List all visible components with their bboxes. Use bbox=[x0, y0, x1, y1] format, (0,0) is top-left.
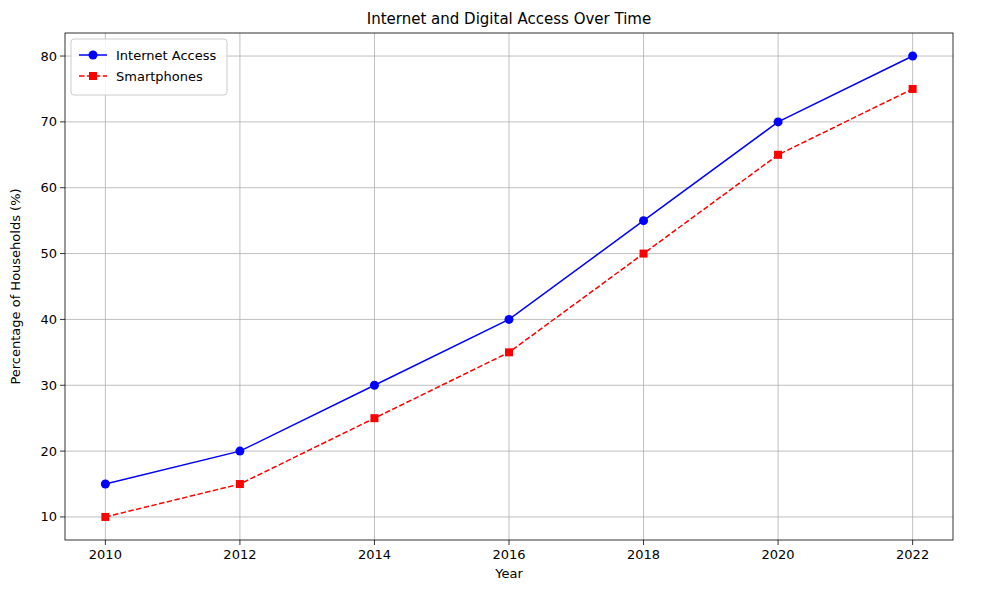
tick-label: 70 bbox=[40, 114, 57, 129]
title: Internet and Digital Access Over Time bbox=[367, 10, 651, 28]
plot-data bbox=[101, 52, 917, 521]
tick-label: 10 bbox=[40, 509, 57, 524]
marker bbox=[370, 381, 379, 390]
tick-label: 30 bbox=[40, 378, 57, 393]
marker bbox=[640, 250, 648, 258]
tick-label: 2014 bbox=[358, 547, 391, 562]
series-line bbox=[105, 89, 912, 517]
legend-box bbox=[71, 39, 227, 95]
grid-line bbox=[65, 253, 953, 254]
marker bbox=[909, 85, 917, 93]
tick-mark bbox=[60, 187, 65, 188]
tick-label: 2022 bbox=[896, 547, 929, 562]
tick-mark bbox=[239, 540, 240, 545]
marker bbox=[774, 117, 783, 126]
grid-line bbox=[65, 187, 953, 188]
tick-mark bbox=[60, 385, 65, 386]
grid-line bbox=[105, 33, 106, 540]
grid-line bbox=[374, 33, 375, 540]
marker bbox=[505, 348, 513, 356]
axes-frame bbox=[65, 33, 953, 540]
grid-line bbox=[65, 451, 953, 452]
grid-line bbox=[65, 385, 953, 386]
tick-mark bbox=[60, 121, 65, 122]
tick-label: 2018 bbox=[627, 547, 660, 562]
tick-label: 50 bbox=[40, 246, 57, 261]
marker bbox=[89, 72, 97, 80]
y-label: Percentage of Households (%) bbox=[8, 188, 23, 384]
marker bbox=[639, 216, 648, 225]
grid-line bbox=[65, 121, 953, 122]
tick-label: 2016 bbox=[492, 547, 525, 562]
tick-mark bbox=[374, 540, 375, 545]
tick-label: 2012 bbox=[223, 547, 256, 562]
tick-label: 60 bbox=[40, 180, 57, 195]
marker bbox=[101, 513, 109, 521]
tick-mark bbox=[912, 540, 913, 545]
marker bbox=[370, 414, 378, 422]
grid-line bbox=[912, 33, 913, 540]
chart: 2010 2012 2014 2016 2018 2020 2022 10 20 30 40 50 60… bbox=[0, 0, 989, 590]
tick-mark bbox=[509, 540, 510, 545]
marker bbox=[235, 447, 244, 456]
tick-mark bbox=[643, 540, 644, 545]
tick-mark bbox=[60, 319, 65, 320]
tick-mark bbox=[60, 253, 65, 254]
marker bbox=[101, 480, 110, 489]
legend: Internet Access Smartphones bbox=[71, 39, 227, 95]
tick-label: 2010 bbox=[89, 547, 122, 562]
tick-mark bbox=[778, 540, 779, 545]
legend-label: Smartphones bbox=[116, 69, 203, 84]
tick-mark bbox=[60, 516, 65, 517]
x-label: Year bbox=[494, 566, 523, 581]
tick-label: 20 bbox=[40, 444, 57, 459]
tick-mark bbox=[105, 540, 106, 545]
grid-line bbox=[65, 516, 953, 517]
plot-bg bbox=[65, 33, 953, 540]
grid-line bbox=[239, 33, 240, 540]
tick-label: 2020 bbox=[762, 547, 795, 562]
marker bbox=[505, 315, 514, 324]
series-line bbox=[105, 56, 912, 484]
legend-label: Internet Access bbox=[116, 48, 216, 63]
tick-label: 80 bbox=[40, 49, 57, 64]
marker bbox=[236, 480, 244, 488]
grid-line bbox=[509, 33, 510, 540]
marker bbox=[89, 51, 98, 60]
marker bbox=[774, 151, 782, 159]
tick-mark bbox=[60, 451, 65, 452]
tick-mark bbox=[60, 56, 65, 57]
grid-line bbox=[778, 33, 779, 540]
tick-label: 40 bbox=[40, 312, 57, 327]
grid-line bbox=[643, 33, 644, 540]
marker bbox=[908, 52, 917, 61]
